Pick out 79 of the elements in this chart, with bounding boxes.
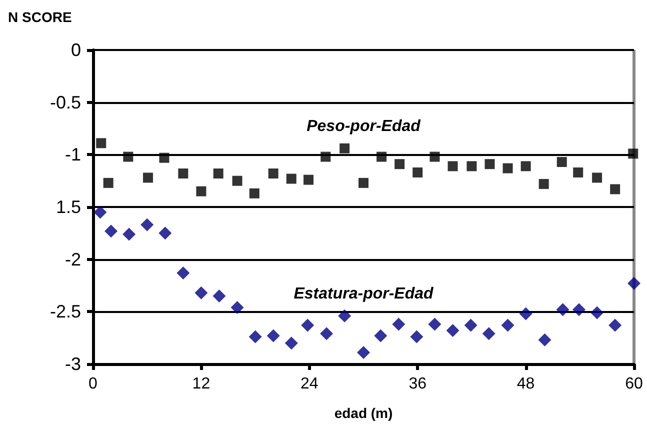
point	[392, 318, 406, 331]
point	[519, 307, 532, 320]
point	[628, 148, 638, 159]
point	[122, 228, 136, 241]
point	[196, 186, 206, 196]
point	[158, 226, 172, 240]
point	[358, 178, 368, 188]
point	[232, 176, 242, 186]
point	[394, 159, 405, 170]
point	[610, 184, 620, 194]
y-tick-label: -0.5	[50, 92, 81, 112]
y-axis-title: N SCORE	[8, 9, 72, 25]
point	[520, 161, 531, 172]
point	[320, 152, 331, 162]
point	[412, 167, 423, 178]
point	[428, 318, 442, 331]
point	[502, 163, 513, 174]
point	[608, 318, 622, 332]
y-tick-label: -2.5	[50, 302, 81, 322]
point	[357, 346, 370, 359]
point	[103, 178, 114, 188]
point	[592, 172, 602, 183]
point	[159, 152, 170, 163]
point	[538, 333, 552, 346]
point	[248, 330, 262, 344]
point	[448, 161, 458, 172]
point	[556, 156, 567, 167]
point	[573, 167, 584, 178]
y-tick-label: 0	[70, 40, 81, 60]
point	[94, 206, 107, 219]
point	[501, 318, 514, 332]
point	[266, 329, 280, 342]
point	[556, 303, 570, 316]
point	[430, 152, 440, 162]
point	[304, 174, 314, 185]
point	[249, 188, 260, 198]
series-label: Estatura-por-Edad	[294, 285, 435, 302]
y-tick-label: -1	[64, 144, 81, 165]
x-axis-title: edad (m)	[334, 405, 393, 421]
point	[374, 329, 388, 342]
point	[286, 174, 296, 184]
point	[96, 138, 106, 148]
y-tick-label: -2	[64, 249, 81, 270]
point	[176, 266, 190, 280]
point	[230, 300, 244, 314]
point	[628, 276, 640, 290]
point	[446, 324, 460, 338]
point	[213, 168, 224, 179]
point	[284, 336, 298, 350]
point	[340, 143, 350, 154]
point	[268, 168, 278, 179]
point	[194, 286, 208, 300]
point	[376, 152, 387, 162]
point	[410, 330, 424, 344]
point	[538, 178, 549, 189]
point	[140, 218, 154, 232]
x-tick-label: 36	[408, 376, 427, 392]
x-tick-label: 48	[516, 376, 535, 392]
x-tick-label: 12	[192, 376, 210, 392]
point	[466, 161, 477, 172]
point	[482, 327, 496, 340]
point	[143, 172, 153, 183]
point	[464, 318, 478, 332]
point	[123, 152, 134, 162]
y-tick-label: -3	[64, 354, 81, 374]
point	[178, 168, 188, 179]
x-tick-label: 60	[625, 376, 643, 392]
y-tick-label: 1.5	[56, 197, 81, 217]
point	[338, 309, 352, 322]
point	[104, 224, 118, 238]
x-tick-label: 24	[300, 376, 318, 392]
x-tick-label: 0	[88, 376, 98, 392]
point	[320, 327, 334, 340]
point	[572, 303, 586, 316]
series-label: Peso-por-Edad	[306, 118, 422, 135]
point	[590, 306, 604, 320]
point	[212, 289, 226, 302]
point	[301, 318, 314, 332]
point	[484, 159, 495, 170]
